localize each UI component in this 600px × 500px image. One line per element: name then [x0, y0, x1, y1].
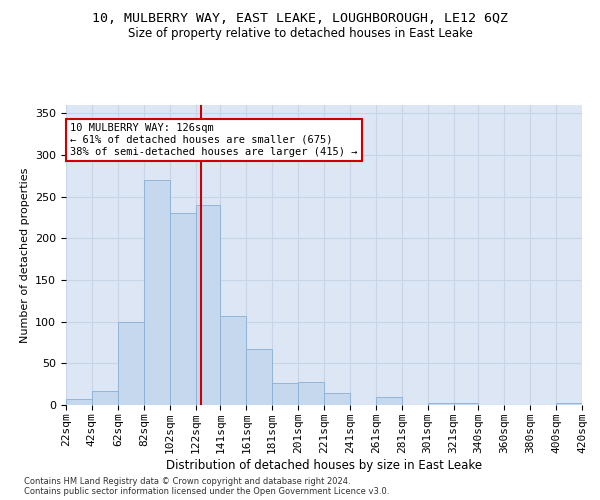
Text: Size of property relative to detached houses in East Leake: Size of property relative to detached ho…	[128, 28, 472, 40]
Bar	[324, 394, 350, 405]
Bar	[220, 316, 246, 405]
Bar	[246, 349, 272, 405]
Bar	[454, 402, 478, 405]
Text: 10 MULBERRY WAY: 126sqm
← 61% of detached houses are smaller (675)
38% of semi-d: 10 MULBERRY WAY: 126sqm ← 61% of detache…	[70, 124, 358, 156]
Bar	[428, 402, 454, 405]
Bar	[376, 396, 402, 405]
Bar	[556, 404, 582, 405]
Text: Contains HM Land Registry data © Crown copyright and database right 2024.: Contains HM Land Registry data © Crown c…	[24, 477, 350, 486]
Bar	[170, 214, 196, 405]
Bar	[298, 382, 324, 405]
Bar	[144, 180, 170, 405]
Bar	[66, 399, 92, 405]
Bar	[92, 391, 118, 405]
Bar	[272, 382, 298, 405]
Text: Contains public sector information licensed under the Open Government Licence v3: Contains public sector information licen…	[24, 487, 389, 496]
Bar	[196, 205, 220, 405]
Text: 10, MULBERRY WAY, EAST LEAKE, LOUGHBOROUGH, LE12 6QZ: 10, MULBERRY WAY, EAST LEAKE, LOUGHBOROU…	[92, 12, 508, 26]
Bar	[118, 322, 144, 405]
X-axis label: Distribution of detached houses by size in East Leake: Distribution of detached houses by size …	[166, 458, 482, 471]
Y-axis label: Number of detached properties: Number of detached properties	[20, 168, 29, 342]
